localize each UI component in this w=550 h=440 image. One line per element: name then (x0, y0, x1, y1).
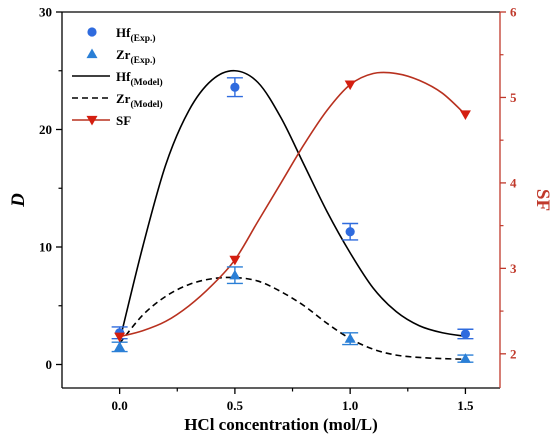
legend-series-name: SF (116, 113, 131, 128)
y-right-tick-label: 5 (510, 90, 517, 105)
y-left-tick-label: 0 (46, 357, 53, 372)
tick-labels: 0.0 0.5 1.0 1.5 0 10 20 30 2 3 4 5 6 HCl concentratio… (8, 5, 550, 435)
legend-series-name: Hf (116, 69, 131, 84)
data-point-zr-exp (114, 341, 126, 351)
data-point-hf-exp (345, 227, 355, 237)
series-line-sf (119, 71, 466, 338)
legend-series-subscript: (Exp.) (130, 55, 155, 66)
x-tick-label: 0.5 (227, 398, 244, 413)
legend-series-name: Zr (116, 47, 131, 62)
data-point-zr-exp (344, 333, 356, 343)
data-point-zr-exp (459, 353, 471, 363)
x-tick-label: 0.0 (112, 398, 128, 413)
data-point-sf (229, 255, 241, 266)
legend-label: Hf(Exp.) (116, 25, 156, 44)
series-line-zr-model (119, 276, 466, 361)
x-tick-label: 1.0 (342, 398, 358, 413)
y-left-tick-label: 30 (39, 5, 52, 20)
data-point-sf (344, 80, 356, 91)
data-point-hf-exp (460, 329, 471, 339)
y-right-tick-label: 2 (510, 346, 517, 361)
axes (56, 11, 506, 394)
legend-label: Zr(Model) (116, 91, 163, 110)
y-right-tick-label: 3 (510, 261, 517, 276)
legend-label: Hf(Model) (116, 69, 163, 88)
y-left-tick-label: 10 (39, 240, 52, 255)
data-point-zr-exp (229, 269, 241, 280)
data-markers (111, 77, 474, 363)
legend-label: Zr(Exp.) (116, 47, 156, 66)
y-right-tick-label: 4 (510, 175, 517, 190)
data-point-sf (459, 110, 471, 121)
y-left-tick-label: 20 (39, 122, 52, 137)
legend-series-name: Zr (116, 91, 131, 106)
x-tick-label: 1.5 (457, 398, 474, 413)
legend-marker (86, 115, 98, 126)
legend-label: SF (116, 113, 131, 128)
y-right-tick-label: 6 (510, 5, 517, 20)
y-right-axis-title: SF (532, 189, 550, 211)
legend-marker (87, 27, 97, 37)
legend-series-subscript: (Exp.) (130, 33, 155, 44)
legend: Hf(Exp.)Zr(Exp.)Hf(Model)Zr(Model)SF (72, 25, 163, 128)
x-axis-title: HCl concentration (mol/L) (184, 415, 378, 434)
model-curves (118, 69, 466, 361)
y-left-axis-title: D (8, 193, 29, 208)
data-point-sf (114, 332, 126, 343)
plot-area (61, 11, 501, 389)
data-point-hf-exp (230, 82, 240, 92)
legend-series-subscript: (Model) (130, 99, 162, 110)
legend-series-subscript: (Model) (130, 77, 162, 88)
legend-series-name: Hf (116, 25, 131, 40)
series-line-hf-model (118, 69, 466, 342)
legend-marker (86, 48, 98, 59)
